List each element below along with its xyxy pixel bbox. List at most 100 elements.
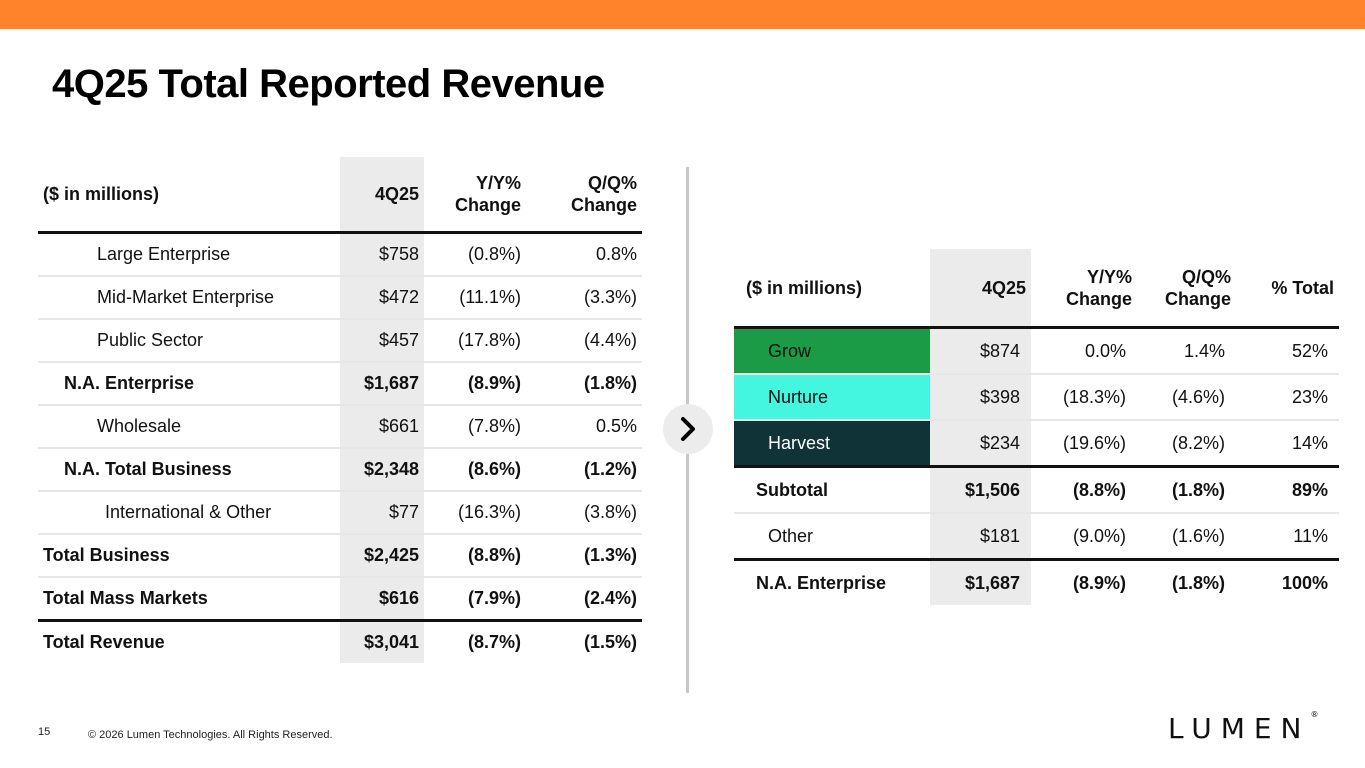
row-4q25: $472 (340, 276, 424, 320)
header-units: ($ in millions) (734, 249, 930, 329)
row-qq: 0.5% (526, 405, 642, 449)
row-yy: (9.0%) (1031, 513, 1137, 561)
row-yy: (16.3%) (424, 491, 526, 535)
row-4q25: $398 (930, 374, 1031, 421)
row-label: N.A. Enterprise (756, 572, 887, 593)
header-4q25: 4Q25 (930, 249, 1031, 329)
row-4q25: $758 (340, 232, 424, 277)
row-label: Public Sector (38, 319, 340, 363)
row-qq: (4.4%) (526, 319, 642, 363)
table-row: Wholesale $661 (7.8%) 0.5% (38, 405, 642, 449)
row-qq: (1.8%) (1171, 572, 1225, 593)
row-label-harvest: Harvest (734, 420, 930, 468)
row-label: Other (734, 513, 930, 561)
row-qq: (1.6%) (1137, 513, 1236, 561)
row-yy: (19.6%) (1031, 420, 1137, 468)
header-qq-change: Q/Q% Change (1137, 249, 1236, 329)
row-yy: (8.9%) (1072, 572, 1126, 593)
table-row: N.A. Enterprise $1,687 (8.9%) (1.8%) (38, 362, 642, 406)
row-pct: 23% (1236, 374, 1339, 421)
row-qq: (2.4%) (526, 577, 642, 622)
row-pct: 14% (1236, 420, 1339, 468)
row-qq: (1.8%) (1137, 466, 1236, 514)
row-yy: (8.6%) (424, 448, 526, 492)
total-revenue-table: ($ in millions) 4Q25 Y/Y% Change Q/Q% Chan… (38, 157, 642, 663)
row-yy: (7.9%) (424, 577, 526, 622)
chevron-right-icon (681, 417, 695, 441)
table-row: Total Revenue $3,041 (8.7%) (1.5%) (38, 620, 642, 663)
table-row: International & Other $77 (16.3%) (3.8%) (38, 491, 642, 535)
table-row: Subtotal $1,506 (8.8%) (1.8%) 89% (734, 466, 1339, 514)
row-4q25: $234 (930, 420, 1031, 468)
row-qq: (3.3%) (526, 276, 642, 320)
page-number: 15 (38, 726, 51, 738)
row-label: Total Mass Markets (38, 577, 340, 622)
row-qq: (1.5%) (583, 632, 637, 652)
row-4q25: $1,687 (340, 362, 424, 406)
row-label: Large Enterprise (38, 232, 340, 277)
table-row: Nurture $398 (18.3%) (4.6%) 23% (734, 374, 1339, 421)
row-yy: (8.9%) (424, 362, 526, 406)
table-row: Mid-Market Enterprise $472 (11.1%) (3.3%… (38, 276, 642, 320)
table-row: N.A. Enterprise $1,687 (8.9%) (1.8%) 100… (734, 559, 1339, 605)
row-pct: 100% (1281, 572, 1328, 593)
row-4q25: $1,506 (930, 466, 1031, 514)
row-qq: 1.4% (1137, 327, 1236, 375)
row-label: International & Other (38, 491, 340, 535)
row-label: Total Revenue (43, 632, 165, 652)
header-4q25: 4Q25 (340, 157, 424, 234)
row-4q25: $661 (340, 405, 424, 449)
row-label: N.A. Enterprise (38, 362, 340, 406)
row-yy: (8.8%) (1031, 466, 1137, 514)
table-row: Total Mass Markets $616 (7.9%) (2.4%) (38, 577, 642, 622)
row-4q25: $874 (930, 327, 1031, 375)
header-units: ($ in millions) (38, 157, 340, 234)
row-yy: (17.8%) (424, 319, 526, 363)
row-label-grow: Grow (734, 327, 930, 375)
row-label: Subtotal (734, 466, 930, 514)
row-4q25: $1,687 (930, 559, 1031, 605)
row-qq: (4.6%) (1137, 374, 1236, 421)
table-header-row: ($ in millions) 4Q25 Y/Y% Change Q/Q% Chan… (734, 249, 1339, 329)
top-accent-bar (0, 0, 1365, 29)
row-4q25: $457 (340, 319, 424, 363)
row-pct: 11% (1236, 513, 1339, 561)
registered-mark: ® (1310, 710, 1319, 719)
table-row: Harvest $234 (19.6%) (8.2%) 14% (734, 420, 1339, 468)
header-yy-change: Y/Y% Change (1031, 249, 1137, 329)
row-label: Wholesale (38, 405, 340, 449)
logo-text: LUMEN (1168, 712, 1311, 745)
row-label: N.A. Total Business (38, 448, 340, 492)
header-qq-change: Q/Q% Change (526, 157, 642, 234)
row-yy: (8.7%) (467, 632, 521, 652)
row-4q25: $181 (930, 513, 1031, 561)
row-yy: (7.8%) (424, 405, 526, 449)
header-pct-total: % Total (1236, 249, 1339, 329)
table-row: N.A. Total Business $2,348 (8.6%) (1.2%) (38, 448, 642, 492)
row-4q25: $616 (340, 577, 424, 622)
row-qq: (8.2%) (1137, 420, 1236, 468)
row-4q25: $3,041 (340, 620, 424, 663)
row-yy: (11.1%) (424, 276, 526, 320)
table-row: Public Sector $457 (17.8%) (4.4%) (38, 319, 642, 363)
row-4q25: $2,425 (340, 534, 424, 578)
lumen-logo: LUMEN® (1168, 710, 1319, 745)
row-yy: (8.8%) (424, 534, 526, 578)
row-pct: 52% (1236, 327, 1339, 375)
row-label-nurture: Nurture (734, 374, 930, 421)
page-title: 4Q25 Total Reported Revenue (52, 62, 605, 106)
na-enterprise-table: ($ in millions) 4Q25 Y/Y% Change Q/Q% Chan… (734, 249, 1339, 605)
next-arrow-button[interactable] (663, 404, 713, 454)
row-qq: (1.2%) (526, 448, 642, 492)
row-qq: 0.8% (526, 232, 642, 277)
row-yy: (18.3%) (1031, 374, 1137, 421)
row-qq: (3.8%) (526, 491, 642, 535)
table-row: Grow $874 0.0% 1.4% 52% (734, 327, 1339, 375)
row-label: Mid-Market Enterprise (38, 276, 340, 320)
row-qq: (1.8%) (526, 362, 642, 406)
row-qq: (1.3%) (526, 534, 642, 578)
header-yy-change: Y/Y% Change (424, 157, 526, 234)
row-4q25: $77 (340, 491, 424, 535)
table-row: Other $181 (9.0%) (1.6%) 11% (734, 513, 1339, 561)
row-yy: 0.0% (1031, 327, 1137, 375)
